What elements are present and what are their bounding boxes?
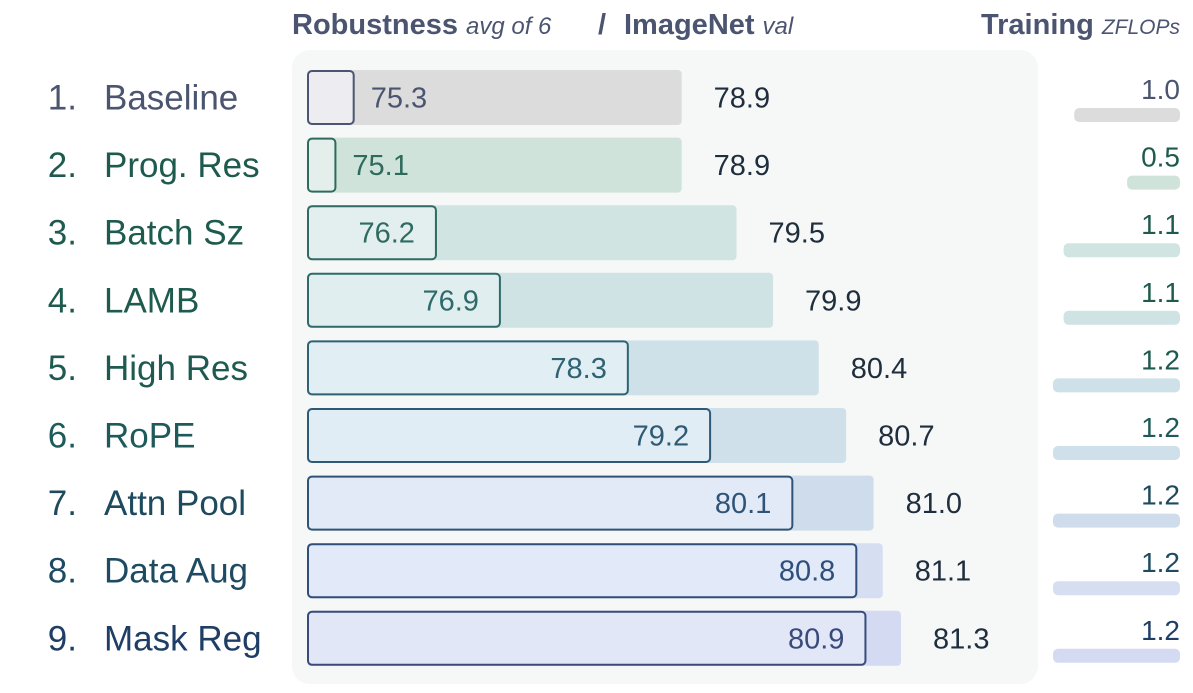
training-value-label: 1.2 [1141,615,1180,646]
imagenet-value-label: 80.4 [851,353,907,385]
training-bar [1063,243,1180,258]
row-label: LAMB [104,281,199,320]
robustness-bar [307,475,794,531]
robustness-bar [307,408,712,463]
imagenet-bar [307,70,682,125]
imagenet-subtitle: val [763,13,794,40]
row-index: 5. [48,349,77,388]
training-value-label: 1.1 [1141,277,1180,308]
training-bar [1052,648,1180,663]
training-bar [1063,310,1180,325]
robustness-value-label: 75.3 [371,83,427,115]
robustness-bar [307,610,867,666]
robustness-bar [307,272,501,328]
header-separator: / [598,9,606,41]
row-index: 9. [48,619,77,658]
training-value-label: 1.1 [1141,209,1180,240]
robustness-bar [307,70,355,125]
row-index: 7. [48,484,77,523]
row-index: 1. [48,79,77,118]
training-title: Training [981,9,1094,41]
robustness-value-label: 76.2 [358,218,414,250]
robustness-value-label: 75.1 [352,150,408,182]
robustness-value-label: 76.9 [422,285,478,317]
robustness-value-label: 80.1 [715,488,771,520]
training-value-label: 1.0 [1141,74,1180,105]
robustness-bar [307,340,629,396]
training-bar [1127,175,1180,190]
row-index: 6. [48,417,77,456]
imagenet-bar [307,137,682,193]
training-value-label: 1.2 [1141,547,1180,578]
row-label: Attn Pool [104,484,246,523]
row-label: Batch Sz [104,214,244,253]
rows: 1. Baseline 75.3 78.9 1.0 2. Prog. Res 75.1 78.9… [48,70,1180,666]
training-bar [1052,378,1180,393]
robustness-value-label: 79.2 [633,421,689,453]
imagenet-value-label: 81.3 [933,623,989,655]
imagenet-value-label: 81.0 [906,488,962,520]
imagenet-value-label: 80.7 [878,421,934,453]
row-index: 2. [48,146,77,185]
robustness-bar [307,137,337,193]
robustness-title: Robustness [292,9,458,41]
imagenet-title: ImageNet [624,9,755,41]
row-index: 8. [48,552,77,591]
imagenet-value-label: 79.9 [805,285,861,317]
training-value-label: 0.5 [1141,142,1180,173]
imagenet-value-label: 81.1 [915,556,971,588]
training-bar [1052,581,1180,596]
row-index: 3. [48,214,77,253]
robustness-value-label: 80.8 [779,556,835,588]
imagenet-value-label: 78.9 [714,83,770,115]
row-index: 4. [48,281,77,320]
row-label: High Res [104,349,248,388]
row-label: Data Aug [104,552,248,591]
header: Robustness avg of 6 / ImageNet val Trainin… [292,9,1180,41]
training-bar [1052,513,1180,528]
robustness-bar [307,205,437,261]
row-label: Baseline [104,79,238,118]
imagenet-value-label: 78.9 [714,150,770,182]
robustness-value-label: 80.9 [788,623,844,655]
training-value-label: 1.2 [1141,480,1180,511]
imagenet-value-label: 79.5 [769,218,825,250]
row-label: Prog. Res [104,146,260,185]
training-bar [1052,446,1180,460]
training-value-label: 1.2 [1141,412,1180,443]
robustness-bar [307,543,858,599]
robustness-value-label: 78.3 [550,353,606,385]
robustness-subtitle: avg of 6 [466,13,552,40]
row-label: Mask Reg [104,619,262,658]
training-subtitle: ZFLOPs [1101,16,1181,39]
row-label: RoPE [104,417,195,456]
training-value-label: 1.2 [1141,344,1180,375]
training-bar [1074,108,1180,122]
